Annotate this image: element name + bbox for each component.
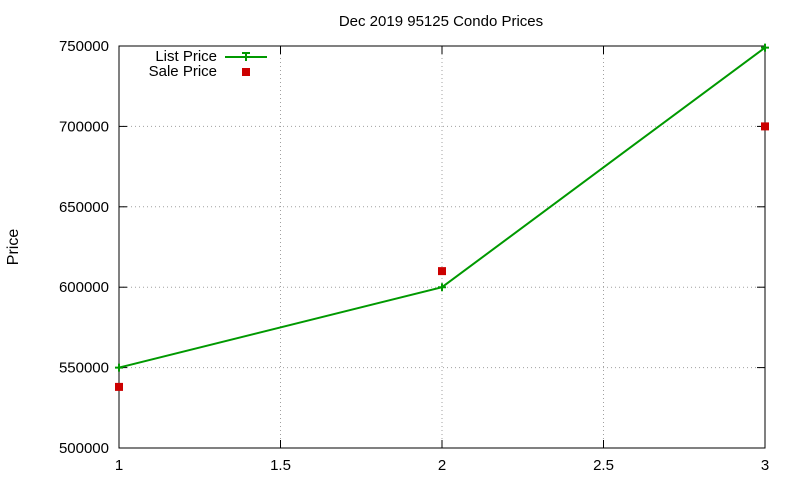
legend-label-sale-price: Sale Price xyxy=(149,63,217,80)
series-line-list-price xyxy=(118,46,766,369)
x-tick-label: 1.5 xyxy=(270,457,291,474)
x-tick-label: 3 xyxy=(761,457,769,474)
y-tick-label: 600000 xyxy=(59,279,109,296)
series-layer xyxy=(115,43,769,391)
data-point-sale-price xyxy=(761,122,769,131)
x-tick-label: 2 xyxy=(438,457,446,474)
plot-frame xyxy=(118,45,766,449)
y-tick-label: 700000 xyxy=(59,118,109,135)
legend: List Price Sale Price xyxy=(149,48,267,80)
legend-marker-list-price xyxy=(242,52,250,61)
legend-marker-sale-price xyxy=(242,68,250,76)
data-point-sale-price xyxy=(115,382,123,391)
data-point-list-price xyxy=(761,43,769,52)
chart-title: Dec 2019 95125 Condo Prices xyxy=(339,13,543,30)
data-point-list-price xyxy=(115,363,123,372)
data-point-list-price xyxy=(438,283,446,292)
grid xyxy=(119,46,765,448)
legend-label-list-price: List Price xyxy=(155,48,217,65)
y-tick-label: 550000 xyxy=(59,360,109,377)
axis-ticks: 500000 550000 600000 650000 700000 750000 1 1.5… xyxy=(59,38,769,474)
y-tick-label: 650000 xyxy=(59,199,109,216)
y-tick-label: 500000 xyxy=(59,440,109,457)
x-tick-label: 1 xyxy=(115,457,123,474)
x-tick-label: 2.5 xyxy=(593,457,614,474)
y-tick-label: 750000 xyxy=(59,38,109,55)
y-axis-label: Price xyxy=(5,229,22,266)
data-point-sale-price xyxy=(438,267,446,276)
